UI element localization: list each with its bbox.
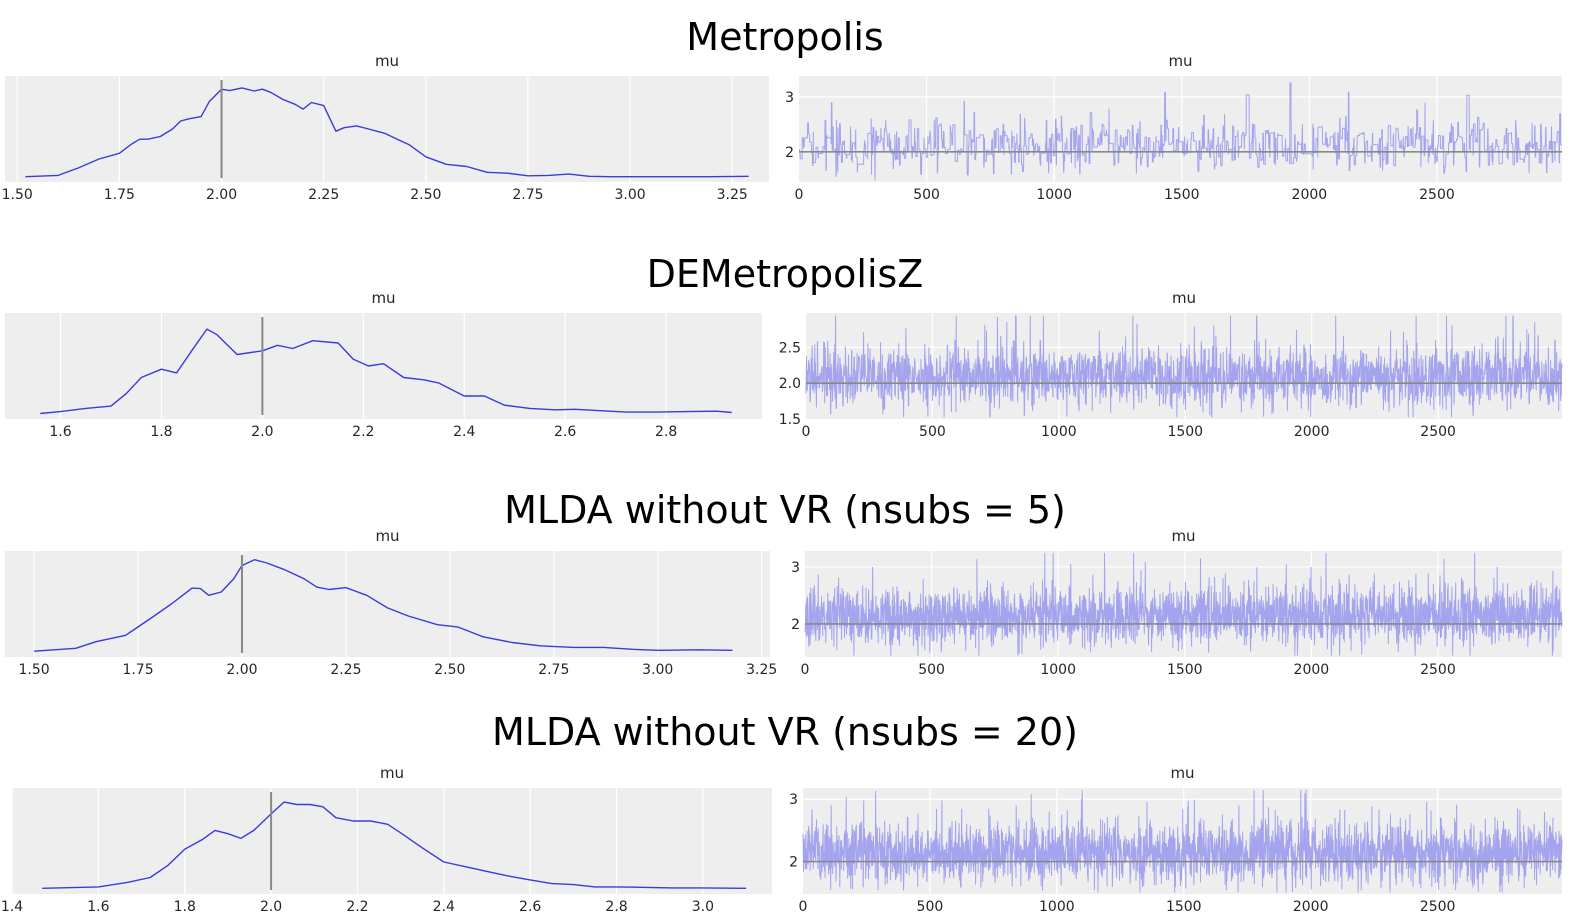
section-title: MLDA without VR (nsubs = 5) <box>504 488 1066 532</box>
kde-density-line <box>34 559 733 652</box>
kde-axes-title: mu <box>375 527 399 545</box>
trace-xtick-label: 1000 <box>1039 899 1075 915</box>
section-title: Metropolis <box>686 15 883 59</box>
trace-xtick-label: 500 <box>918 662 945 678</box>
trace-xtick-label: 2500 <box>1419 187 1455 203</box>
kde-xtick-label: 2.2 <box>346 899 368 915</box>
kde-xtick-label: 2.0 <box>251 424 273 440</box>
trace-chain-line <box>802 790 1563 893</box>
trace-ytick-label: 2 <box>791 617 800 633</box>
trace-xtick-label: 1500 <box>1167 662 1203 678</box>
trace-xtick-label: 2500 <box>1420 662 1456 678</box>
trace-xtick-label: 2000 <box>1294 424 1330 440</box>
trace-ytick-label: 2 <box>789 855 798 871</box>
kde-xtick-label: 2.00 <box>226 662 257 678</box>
trace-chain-line <box>805 315 1563 418</box>
kde-xtick-label: 2.6 <box>519 899 541 915</box>
trace-axes-title: mu <box>1170 764 1194 782</box>
kde-xtick-label: 2.75 <box>512 187 543 203</box>
trace-xtick-label: 2000 <box>1294 662 1330 678</box>
kde-xtick-label: 1.50 <box>2 187 33 203</box>
trace-axes-title: mu <box>1171 527 1195 545</box>
trace-xtick-label: 500 <box>913 187 940 203</box>
kde-xtick-label: 2.2 <box>352 424 374 440</box>
kde-xtick-label: 1.4 <box>1 899 23 915</box>
kde-xtick-label: 3.25 <box>746 662 777 678</box>
kde-axes-background <box>5 313 762 419</box>
trace-xtick-label: 500 <box>919 424 946 440</box>
kde-xtick-label: 3.25 <box>717 187 748 203</box>
kde-xtick-label: 3.00 <box>642 662 673 678</box>
kde-xtick-label: 2.75 <box>538 662 569 678</box>
trace-xtick-label: 2500 <box>1420 899 1456 915</box>
kde-axes-background <box>5 551 770 657</box>
kde-xtick-label: 2.00 <box>206 187 237 203</box>
kde-xtick-label: 1.75 <box>122 662 153 678</box>
trace-chain-line <box>804 552 1563 656</box>
section-title: MLDA without VR (nsubs = 20) <box>492 710 1078 754</box>
trace-xtick-label: 1500 <box>1164 187 1200 203</box>
kde-axes-title: mu <box>371 289 395 307</box>
kde-xtick-label: 2.4 <box>433 899 455 915</box>
kde-xtick-label: 2.50 <box>410 187 441 203</box>
kde-axes-background <box>5 76 769 182</box>
kde-density-line <box>40 328 732 415</box>
kde-xtick-label: 2.50 <box>434 662 465 678</box>
kde-xtick-label: 1.8 <box>174 899 196 915</box>
trace-xtick-label: 2500 <box>1420 424 1456 440</box>
trace-xtick-label: 0 <box>802 424 811 440</box>
kde-xtick-label: 3.00 <box>615 187 646 203</box>
kde-xtick-label: 3.0 <box>692 899 714 915</box>
section-title: DEMetropolisZ <box>647 252 924 296</box>
trace-axes-title: mu <box>1172 289 1196 307</box>
trace-axes-title: mu <box>1168 52 1192 70</box>
kde-xtick-label: 2.6 <box>554 424 576 440</box>
trace-ytick-label: 3 <box>785 90 794 106</box>
trace-xtick-label: 0 <box>801 662 810 678</box>
trace-ytick-label: 2 <box>785 145 794 161</box>
trace-ytick-label: 2.5 <box>779 340 801 356</box>
kde-xtick-label: 2.25 <box>308 187 339 203</box>
trace-chain-line <box>798 82 1563 181</box>
trace-xtick-label: 2000 <box>1292 187 1328 203</box>
trace-xtick-label: 1000 <box>1036 187 1072 203</box>
kde-xtick-label: 1.6 <box>87 899 109 915</box>
trace-xtick-label: 1000 <box>1040 662 1076 678</box>
trace-ytick-label: 3 <box>789 792 798 808</box>
trace-ytick-label: 1.5 <box>779 412 801 428</box>
kde-xtick-label: 1.75 <box>104 187 135 203</box>
kde-axes-background <box>12 788 772 894</box>
kde-xtick-label: 1.6 <box>49 424 71 440</box>
trace-ytick-label: 3 <box>791 560 800 576</box>
kde-xtick-label: 2.4 <box>453 424 475 440</box>
trace-xtick-label: 1500 <box>1166 899 1202 915</box>
kde-density-line <box>25 87 749 178</box>
kde-axes-title: mu <box>380 764 404 782</box>
trace-xtick-label: 0 <box>799 899 808 915</box>
trace-xtick-label: 1500 <box>1167 424 1203 440</box>
kde-xtick-label: 2.0 <box>260 899 282 915</box>
trace-ytick-label: 2.0 <box>779 376 801 392</box>
trace-xtick-label: 0 <box>795 187 804 203</box>
trace-xtick-label: 500 <box>917 899 944 915</box>
trace-xtick-label: 2000 <box>1293 899 1329 915</box>
kde-xtick-label: 1.8 <box>150 424 172 440</box>
trace-xtick-label: 1000 <box>1041 424 1077 440</box>
kde-xtick-label: 2.8 <box>655 424 677 440</box>
kde-density-line <box>42 801 747 889</box>
kde-axes-title: mu <box>375 52 399 70</box>
kde-xtick-label: 2.8 <box>605 899 627 915</box>
kde-xtick-label: 2.25 <box>330 662 361 678</box>
kde-xtick-label: 1.50 <box>19 662 50 678</box>
trace-axes-background <box>799 76 1562 182</box>
